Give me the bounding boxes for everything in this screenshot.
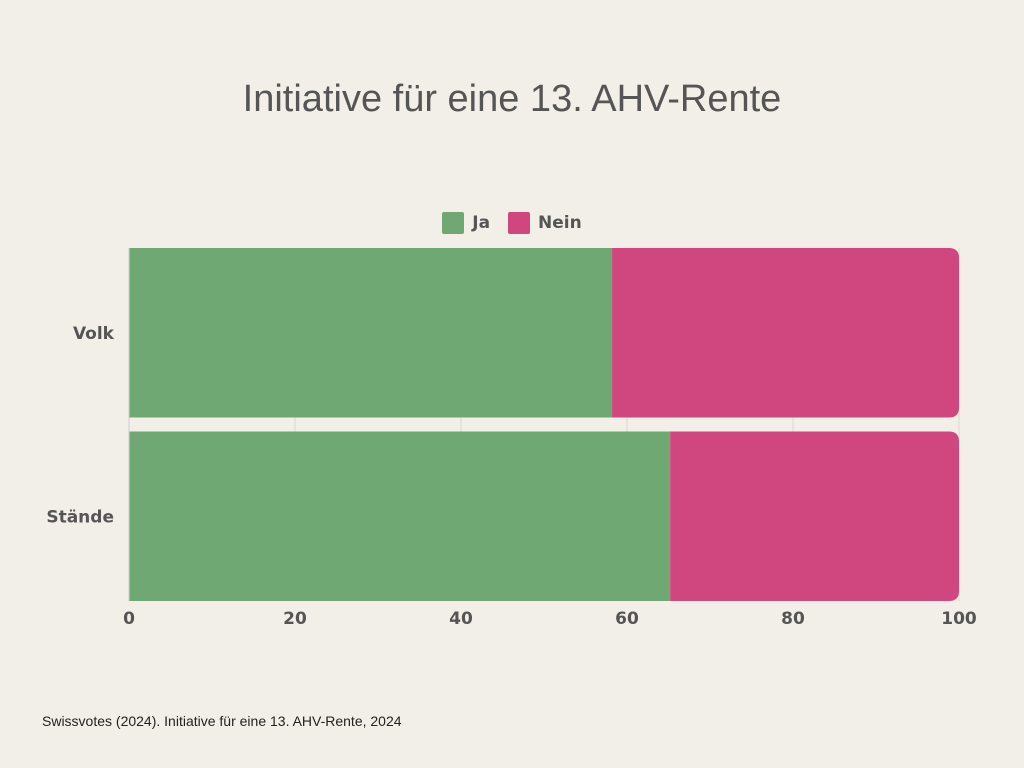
x-tick-label: 60	[615, 609, 639, 629]
category-label: Stände	[46, 507, 114, 527]
chart-title: Initiative für eine 13. AHV-Rente	[242, 78, 782, 120]
x-tick-label: 20	[283, 609, 307, 629]
source-note: Swissvotes (2024). Initiative für eine 1…	[42, 713, 402, 729]
bar-ja-volk	[129, 248, 613, 418]
x-tick-label: 100	[941, 609, 977, 629]
bar-nein-stände	[670, 431, 959, 601]
legend-swatch-ja	[442, 212, 465, 234]
legend-item-ja: Ja	[442, 212, 490, 234]
bar-nein-volk	[612, 248, 959, 418]
x-tick-label: 0	[123, 609, 135, 629]
legend-label-nein: Nein	[538, 213, 582, 233]
legend-label-ja: Ja	[472, 213, 491, 233]
x-tick-label: 80	[781, 609, 805, 629]
legend: Ja Nein	[0, 212, 1024, 234]
category-label: Volk	[73, 324, 115, 344]
bar-ja-stände	[129, 431, 671, 601]
x-tick-label: 40	[449, 609, 473, 629]
legend-swatch-nein	[508, 212, 531, 234]
legend-item-nein: Nein	[508, 212, 582, 234]
